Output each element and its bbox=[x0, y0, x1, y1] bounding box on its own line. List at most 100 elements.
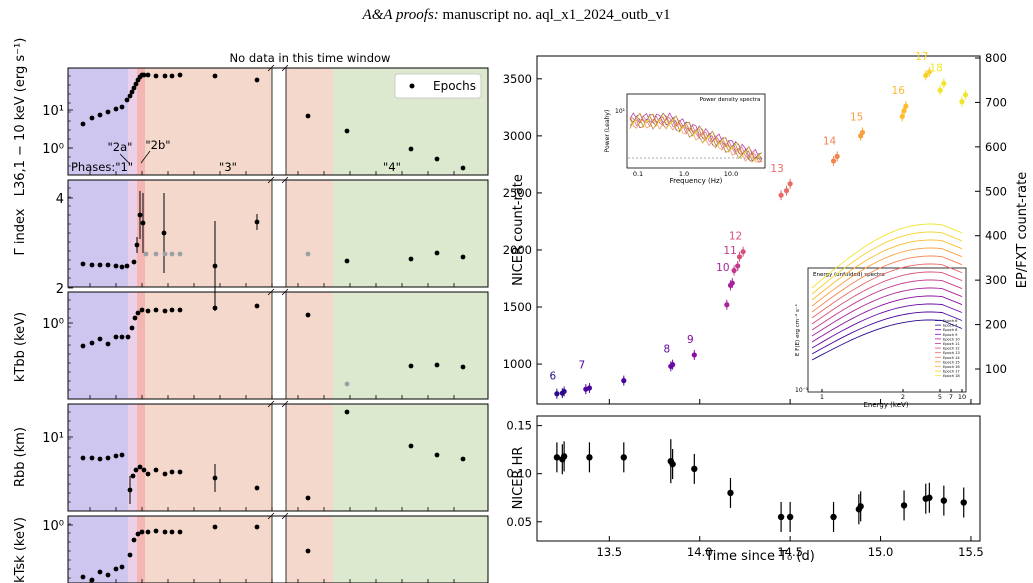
epoch-label: 15 bbox=[850, 111, 863, 123]
energy-legend-label: Epoch 15 bbox=[943, 360, 960, 364]
y-tick-label: 10⁰ bbox=[42, 317, 64, 332]
panel-ylabel: Γ index bbox=[13, 208, 28, 255]
phase-band-phase4 bbox=[333, 180, 488, 287]
phase-band-phase2b bbox=[137, 404, 145, 511]
epoch-point bbox=[162, 471, 168, 477]
epoch-point bbox=[132, 315, 138, 321]
epoch-point bbox=[119, 334, 125, 340]
panel-frame bbox=[67, 291, 489, 400]
phase-band-phase3 bbox=[145, 68, 272, 175]
epoch-point bbox=[212, 263, 218, 269]
epoch-point bbox=[105, 262, 111, 268]
epoch-point bbox=[119, 264, 125, 270]
epoch-point bbox=[408, 146, 414, 152]
epoch-point bbox=[127, 487, 133, 493]
epoch-point bbox=[344, 409, 350, 415]
fxt-ytick-label: 400 bbox=[985, 229, 1007, 243]
phase-band-phase1 bbox=[68, 68, 128, 175]
hr-point bbox=[560, 453, 568, 460]
epoch-label: 8 bbox=[663, 344, 670, 356]
epoch-point bbox=[434, 250, 440, 256]
phase-pointer bbox=[140, 150, 151, 164]
nicer-count-rate-panel: NICER count-rate EP/FXT count-rate 3500 3… bbox=[503, 51, 1030, 409]
phase-band-phase2b bbox=[137, 180, 145, 287]
legend-label: Epochs bbox=[433, 79, 476, 93]
energy-curve bbox=[811, 247, 963, 307]
hr-point bbox=[900, 502, 908, 509]
count-rate-ytick-label: 2500 bbox=[503, 186, 532, 200]
fxt-ytick-label: 500 bbox=[985, 184, 1007, 198]
epoch-point bbox=[408, 443, 414, 449]
count-rate-frame bbox=[536, 55, 981, 405]
phase-band-phase1 bbox=[68, 292, 128, 399]
count-rate-ytick-label: 3500 bbox=[503, 72, 532, 86]
axis-break bbox=[272, 402, 286, 513]
upper-limit-point bbox=[169, 251, 175, 257]
phase-band-phase2a bbox=[128, 292, 137, 399]
panel-frame bbox=[67, 515, 489, 583]
epoch-point bbox=[153, 307, 159, 313]
epoch-point bbox=[137, 464, 143, 470]
phase-band-phase3 bbox=[286, 292, 333, 399]
phase-pointer bbox=[119, 153, 131, 165]
epoch-point bbox=[145, 529, 151, 535]
epoch-point bbox=[135, 310, 141, 316]
epoch-point bbox=[105, 572, 111, 578]
upper-limit-point bbox=[153, 251, 159, 257]
energy-curve bbox=[811, 303, 963, 349]
epoch-point bbox=[460, 456, 466, 462]
hr-point bbox=[727, 489, 734, 497]
upper-limit-point bbox=[177, 251, 183, 257]
epoch-point bbox=[344, 128, 350, 134]
epoch-point bbox=[254, 219, 260, 225]
epoch-point bbox=[161, 230, 167, 236]
upper-limit-point bbox=[162, 251, 168, 257]
energy-xtick-label: 1 bbox=[820, 393, 824, 401]
epoch-point bbox=[408, 256, 414, 262]
hr-xlabel: Time since T₀ (d) bbox=[704, 549, 815, 564]
hr-point bbox=[857, 503, 864, 510]
phase-band-phase2b bbox=[137, 68, 145, 175]
energy-curve bbox=[811, 271, 963, 325]
epoch-point bbox=[105, 341, 111, 347]
epoch-point bbox=[119, 104, 125, 110]
fxt-ytick-label: 300 bbox=[985, 273, 1007, 287]
phase-band-phase3 bbox=[286, 180, 333, 287]
epoch-point bbox=[153, 467, 159, 473]
break-mark bbox=[267, 288, 289, 296]
phase-label-2b: "2b" bbox=[145, 138, 170, 152]
epoch-point bbox=[434, 362, 440, 368]
epoch-point bbox=[305, 495, 311, 501]
legend-box bbox=[394, 73, 482, 99]
y-tick-label: 4 bbox=[56, 192, 64, 207]
epoch-point bbox=[254, 303, 260, 309]
epoch-label: 13 bbox=[770, 163, 783, 175]
epoch-point bbox=[97, 336, 103, 342]
epoch-point bbox=[169, 469, 175, 475]
epoch-point bbox=[434, 452, 440, 458]
epoch-point bbox=[124, 97, 130, 103]
break-mark bbox=[267, 64, 289, 72]
phase-band-phase2b bbox=[137, 516, 145, 583]
epoch-point bbox=[89, 262, 95, 268]
energy-legend-label: Epoch 10 bbox=[943, 337, 960, 341]
energy-xlabel: Energy (keV) bbox=[863, 401, 908, 409]
epoch-point bbox=[434, 156, 440, 162]
epoch-point bbox=[127, 93, 133, 99]
energy-legend-label: Epoch 11 bbox=[943, 342, 960, 346]
epoch-point bbox=[80, 455, 86, 461]
epoch-point bbox=[135, 531, 141, 537]
phase-band-phase3 bbox=[286, 68, 333, 175]
epoch-point bbox=[80, 574, 86, 580]
epoch-point bbox=[153, 73, 159, 79]
epoch-point bbox=[133, 81, 139, 87]
epoch-label: 12 bbox=[729, 231, 742, 243]
count-rate-ytick-label: 1000 bbox=[503, 357, 532, 371]
hr-ylabel: NICER HR bbox=[511, 447, 526, 510]
panel-frame bbox=[67, 179, 489, 288]
panel-ylabel: L36,1 − 10 keV (erg s⁻¹) bbox=[13, 38, 28, 197]
panel-ylabel: kTbb (keV) bbox=[13, 312, 28, 382]
phase-band-phase2a bbox=[128, 68, 137, 175]
phase-band-phase4 bbox=[333, 292, 488, 399]
hr-point bbox=[960, 499, 967, 506]
